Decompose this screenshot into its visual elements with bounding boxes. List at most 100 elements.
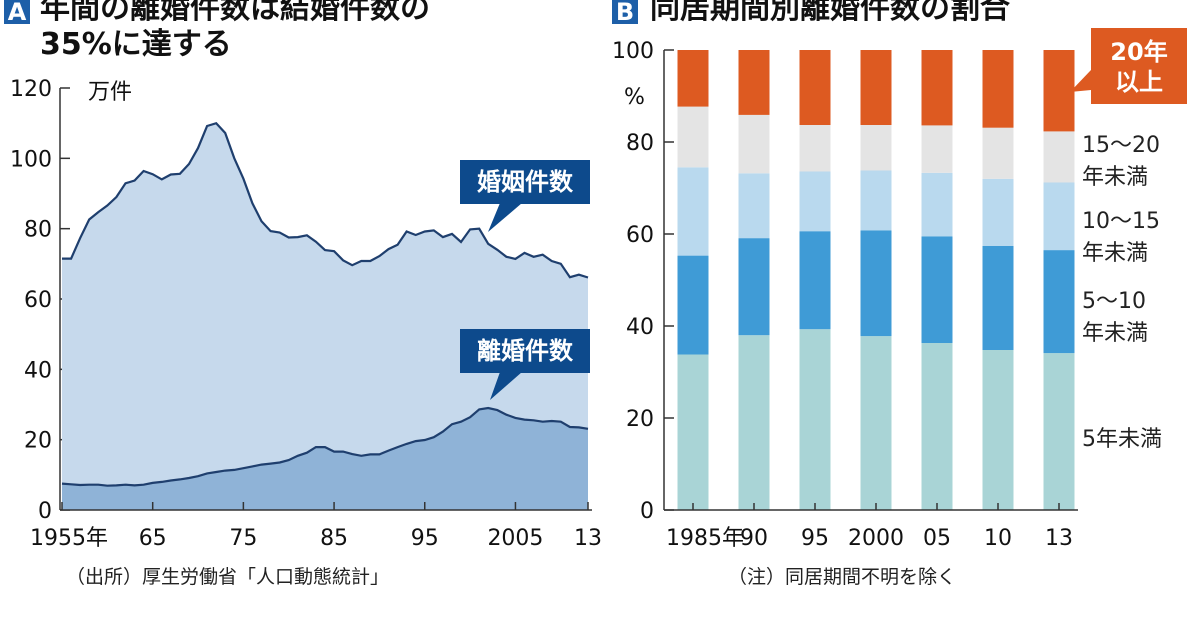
panel-a-badge [4, 0, 30, 24]
panel-b-unit: % [624, 85, 645, 110]
divorce-area [62, 408, 588, 510]
panel-b-y-tick-label: 0 [640, 499, 654, 524]
legend-over20-pointer [1070, 70, 1091, 92]
panel-b-x-tick-label: 2000 [848, 526, 904, 551]
bar-segment-5-10 [799, 231, 831, 330]
panel-a-y-tick-label: 0 [38, 499, 52, 524]
bar-segment-15-20 [738, 114, 770, 174]
legend-over20: 20年以上 [1070, 28, 1187, 104]
bar-segment-15-20 [921, 125, 953, 173]
callout-marriage: 婚姻件数 [460, 160, 590, 232]
panel-a-y-tick-label: 60 [24, 288, 52, 313]
bar-segment-15-20 [1043, 131, 1075, 183]
panel-b-y-tick-label: 100 [612, 39, 654, 64]
legend-15-20-line2: 年未満 [1082, 165, 1148, 190]
callout-marriage-label: 婚姻件数 [477, 168, 574, 196]
panel-a-title-line2: 35%に達する [40, 27, 232, 62]
bar-segment-over20 [738, 50, 770, 115]
panel-b-y-tick-label: 60 [626, 223, 654, 248]
panel-b-badge [612, 0, 638, 24]
marriage-line [62, 121, 589, 279]
bar-segment-10-15 [738, 173, 770, 239]
panel-a-unit: 万件 [88, 80, 132, 105]
callout-divorce-pointer [490, 372, 522, 400]
panel-a-y-tick-label: 80 [24, 218, 52, 243]
panel-b-x-tick-label: 95 [801, 526, 829, 551]
legend-10-15-line1: 10～15 [1082, 209, 1160, 234]
legend-over20-label: 20年以上 [1110, 38, 1167, 96]
callout-divorce-label: 離婚件数 [477, 337, 574, 365]
callout-marriage-pointer [488, 203, 522, 232]
panel-b-y-tick-label: 20 [626, 407, 654, 432]
bar-segment-under5 [738, 335, 770, 510]
panel-b-x-tick-label: 1985年 [666, 526, 744, 551]
bar-segment-15-20 [677, 106, 709, 168]
legend-10-15-line2: 年未満 [1082, 241, 1148, 266]
panel-b-y-axis: 100 80 60 40 20 0 [612, 39, 674, 524]
bar-segment-5-10 [677, 255, 709, 355]
bar-segment-under5 [799, 329, 831, 510]
legend-5-10-line1: 5～10 [1082, 289, 1146, 314]
marriage-area [62, 123, 588, 510]
bar-segment-over20 [921, 50, 953, 126]
bar-segment-10-15 [1043, 182, 1075, 251]
callout-marriage-box [460, 160, 590, 204]
panel-a-title-line1: 年間の離婚件数は結婚件数の [40, 0, 430, 26]
legend-5-10-line2: 年未満 [1082, 321, 1148, 346]
bar-segment-5-10 [921, 236, 953, 343]
bar-segment-over20 [799, 50, 831, 125]
bar-segment-10-15 [982, 178, 1014, 246]
panel-a-letter: A [8, 0, 27, 26]
panel-a-x-tick-label: 2005 [487, 526, 543, 551]
bar-segment-5-10 [860, 230, 892, 337]
panel-a-x-tick-label: 1955年 [30, 526, 108, 551]
legend-under5: 5年未満 [1082, 427, 1162, 452]
bar-segment-10-15 [921, 172, 953, 237]
panel-b-note: （注）同居期間不明を除く [728, 566, 956, 588]
bar-segment-over20 [982, 50, 1014, 128]
panel-b-x-tick-label: 10 [984, 526, 1012, 551]
bar-segment-under5 [860, 336, 892, 510]
panel-a-source: （出所）厚生労働省「人口動態統計」 [66, 566, 389, 588]
panel-a-y-axis: 120 100 80 60 40 20 0 [10, 77, 70, 524]
bar-segment-over20 [677, 50, 709, 107]
divorce-line [61, 406, 589, 487]
panel-b-letter: B [616, 0, 634, 26]
bar-segment-10-15 [799, 171, 831, 232]
panel-b-y-tick-label: 80 [626, 131, 654, 156]
legend-15-20-line1: 15～20 [1082, 133, 1160, 158]
bar-segment-under5 [677, 354, 709, 510]
bar-segment-15-20 [982, 127, 1014, 179]
panel-a-y-tick-label: 120 [10, 77, 52, 102]
panel-a-x-axis: 1955年 65 75 85 95 2005 13 [30, 502, 602, 551]
bar-segment-under5 [982, 349, 1014, 510]
panel-b-x-tick-label: 90 [740, 526, 768, 551]
panel-a-x-tick-label: 75 [229, 526, 257, 551]
legend-over20-line: 20年 [1110, 38, 1167, 66]
bar-segment-15-20 [860, 125, 892, 171]
panel-a-x-tick-label: 13 [574, 526, 602, 551]
panel-b-x-tick-label: 05 [923, 526, 951, 551]
bar-segment-under5 [921, 343, 953, 510]
panel-a-y-tick-label: 20 [24, 429, 52, 454]
panel-b-x-tick-label: 13 [1045, 526, 1073, 551]
panel-a-x-tick-label: 95 [411, 526, 439, 551]
panel-a-x-tick-label: 85 [320, 526, 348, 551]
callout-divorce-box [460, 329, 590, 373]
callout-divorce: 離婚件数 [460, 329, 590, 400]
bar-segment-5-10 [738, 238, 770, 336]
panel-a-x-tick-label: 65 [139, 526, 167, 551]
panel-a-plot [61, 121, 589, 510]
bar-segment-15-20 [799, 125, 831, 172]
panel-b-plot [677, 50, 1075, 510]
bar-segment-10-15 [860, 170, 892, 231]
panel-a: A 年間の離婚件数は結婚件数の 35%に達する 120100806040200 … [4, 0, 602, 588]
bar-segment-over20 [860, 50, 892, 125]
bar-segment-over20 [1043, 50, 1075, 132]
legend-over20-box [1091, 28, 1187, 104]
bar-segment-5-10 [1043, 250, 1075, 354]
panel-a-y-tick-label: 40 [24, 358, 52, 383]
